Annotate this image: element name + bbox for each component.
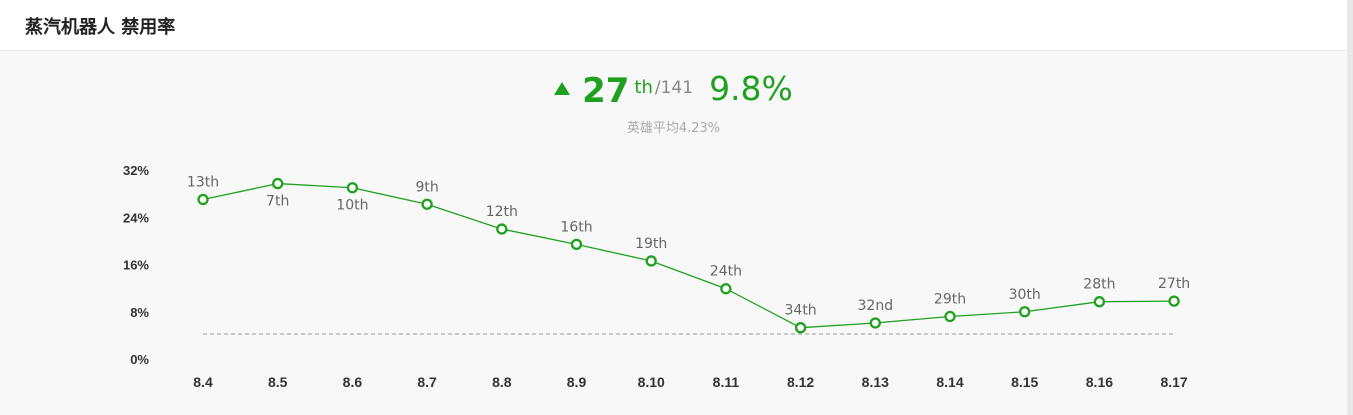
- data-point[interactable]: [570, 238, 583, 251]
- data-point[interactable]: [944, 310, 956, 323]
- data-point[interactable]: [1168, 295, 1180, 307]
- rank-label: 28th: [1083, 277, 1115, 293]
- data-point[interactable]: [346, 182, 359, 194]
- data-point[interactable]: [496, 223, 508, 235]
- data-point[interactable]: [645, 255, 657, 267]
- data-point[interactable]: [1093, 296, 1106, 308]
- x-tick-label: 8.13: [862, 374, 889, 390]
- x-tick-label: 8.16: [1086, 374, 1113, 390]
- y-tick-label: 16%: [123, 258, 149, 273]
- hero-average-text: 英雄平均4.23%: [626, 121, 721, 136]
- rank-label: 27th: [1158, 276, 1190, 292]
- rank-number: 27: [582, 71, 630, 111]
- ban-rate-line: [202, 182, 1175, 329]
- x-tick-label: 8.6: [343, 374, 363, 390]
- data-point[interactable]: [197, 193, 209, 206]
- x-tick-label: 8.8: [492, 374, 512, 390]
- rank-label: 9th: [415, 179, 438, 195]
- ban-rate-value: 9.8%: [709, 69, 793, 108]
- data-point[interactable]: [1019, 306, 1031, 318]
- data-point[interactable]: [720, 283, 732, 295]
- scrollbar-track[interactable]: [1347, 0, 1353, 415]
- data-point[interactable]: [794, 322, 807, 334]
- rank-label: 7th: [266, 194, 289, 210]
- x-tick-label: 8.4: [193, 374, 213, 390]
- rank-suffix: th: [634, 77, 653, 98]
- y-tick-label: 24%: [123, 210, 149, 225]
- rank-label: 30th: [1009, 287, 1041, 303]
- y-tick-label: 0%: [130, 352, 149, 367]
- x-tick-label: 8.17: [1160, 374, 1187, 390]
- x-tick-label: 8.10: [638, 374, 665, 390]
- page-title: 蒸汽机器人 禁用率: [25, 17, 176, 38]
- y-tick-label: 32%: [123, 163, 149, 178]
- data-point[interactable]: [869, 317, 881, 329]
- x-tick-label: 8.9: [567, 374, 587, 390]
- rank-total: /141: [654, 78, 694, 98]
- rank-label: 10th: [336, 198, 368, 214]
- x-tick-label: 8.14: [936, 374, 963, 390]
- rank-label: 29th: [934, 291, 966, 307]
- data-point[interactable]: [272, 177, 284, 190]
- up-triangle-icon: [554, 82, 571, 95]
- page-header: 蒸汽机器人 禁用率: [0, 0, 1347, 51]
- rank-label: 32nd: [858, 298, 894, 314]
- y-tick-label: 8%: [130, 305, 149, 320]
- x-tick-label: 8.7: [417, 374, 437, 390]
- rank-label: 12th: [486, 204, 518, 220]
- rank-label: 34th: [785, 303, 817, 319]
- rank-label: 13th: [187, 175, 219, 191]
- data-point[interactable]: [421, 198, 433, 210]
- rank-label: 16th: [560, 219, 592, 235]
- x-tick-label: 8.11: [713, 374, 740, 390]
- x-tick-label: 8.12: [787, 374, 814, 390]
- x-tick-label: 8.5: [268, 374, 288, 390]
- x-tick-label: 8.15: [1011, 374, 1038, 390]
- rank-label: 19th: [635, 236, 667, 252]
- rank-label: 24th: [710, 264, 742, 280]
